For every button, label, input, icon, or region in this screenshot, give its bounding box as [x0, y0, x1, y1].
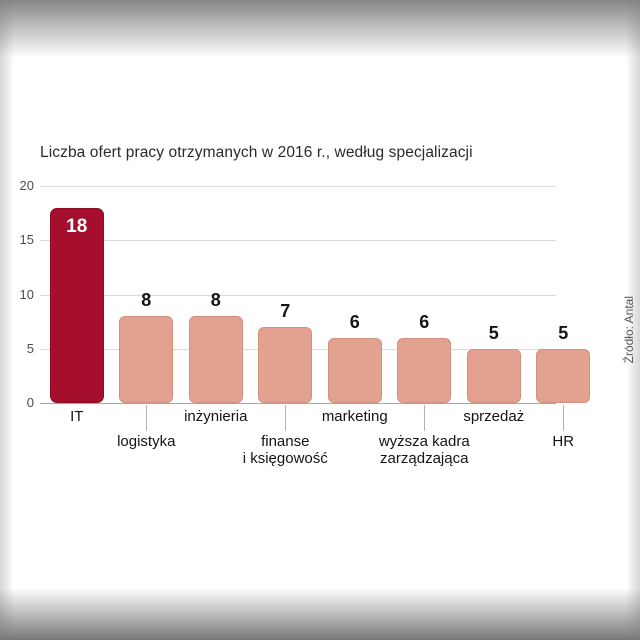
value-label: 7 [280, 301, 291, 321]
category-label: marketing [280, 408, 430, 425]
page-edge-shading-left [0, 0, 14, 640]
value-label: 5 [488, 323, 499, 343]
bar [536, 349, 591, 403]
bar [327, 338, 382, 403]
bar [466, 349, 521, 403]
y-axis-tick-label: 20 [19, 178, 34, 193]
category-label: wyższa kadra zarządzająca [349, 433, 499, 467]
category-label: finanse i księgowość [210, 433, 360, 467]
y-axis-tick-label: 15 [19, 232, 34, 248]
value-label: 8 [210, 290, 221, 310]
category-label-line: IT [70, 408, 84, 425]
leader-line [424, 405, 426, 431]
gridline [40, 186, 556, 187]
y-axis-tick-label: 5 [26, 340, 34, 356]
category-label: IT [2, 408, 152, 425]
chart-title: Liczba ofert pracy otrzymanych w 2016 r.… [40, 144, 473, 161]
category-label-line: finanse [261, 433, 310, 450]
bar [397, 338, 452, 403]
value-label: 6 [349, 312, 360, 332]
category-label-line: HR [552, 433, 575, 450]
bar [188, 316, 243, 403]
leader-line [563, 405, 565, 431]
category-label-line: logistyka [117, 433, 176, 450]
category-label: sprzedaż [419, 408, 569, 425]
leader-line [285, 405, 287, 431]
source-credit: Źródło: Antal [622, 296, 636, 364]
value-label: 18 [66, 216, 88, 237]
category-label: logistyka [71, 433, 221, 450]
gridline [40, 294, 556, 296]
bar [119, 316, 174, 403]
bar [258, 327, 313, 403]
page-edge-shading-bottom [0, 588, 640, 640]
category-label-line: marketing [321, 408, 388, 425]
page-edge-shading-top [0, 0, 640, 58]
value-label: 5 [558, 323, 569, 343]
value-label: 6 [419, 312, 430, 332]
gridline [40, 240, 556, 242]
gridline [40, 403, 556, 404]
category-label-line: i księgowość [242, 450, 328, 467]
category-label: inżynieria [141, 408, 291, 425]
category-label-line: zarządzająca [380, 450, 469, 467]
category-label: HR [488, 433, 638, 450]
value-label: 8 [141, 290, 152, 310]
category-label-line: sprzedaż [463, 408, 525, 425]
bar [49, 208, 104, 403]
leader-line [146, 405, 148, 431]
category-label-line: wyższa kadra [378, 433, 470, 450]
category-label-line: inżynieria [184, 408, 248, 425]
y-axis-tick-label: 0 [26, 395, 34, 410]
y-axis-tick-label: 10 [19, 286, 34, 302]
